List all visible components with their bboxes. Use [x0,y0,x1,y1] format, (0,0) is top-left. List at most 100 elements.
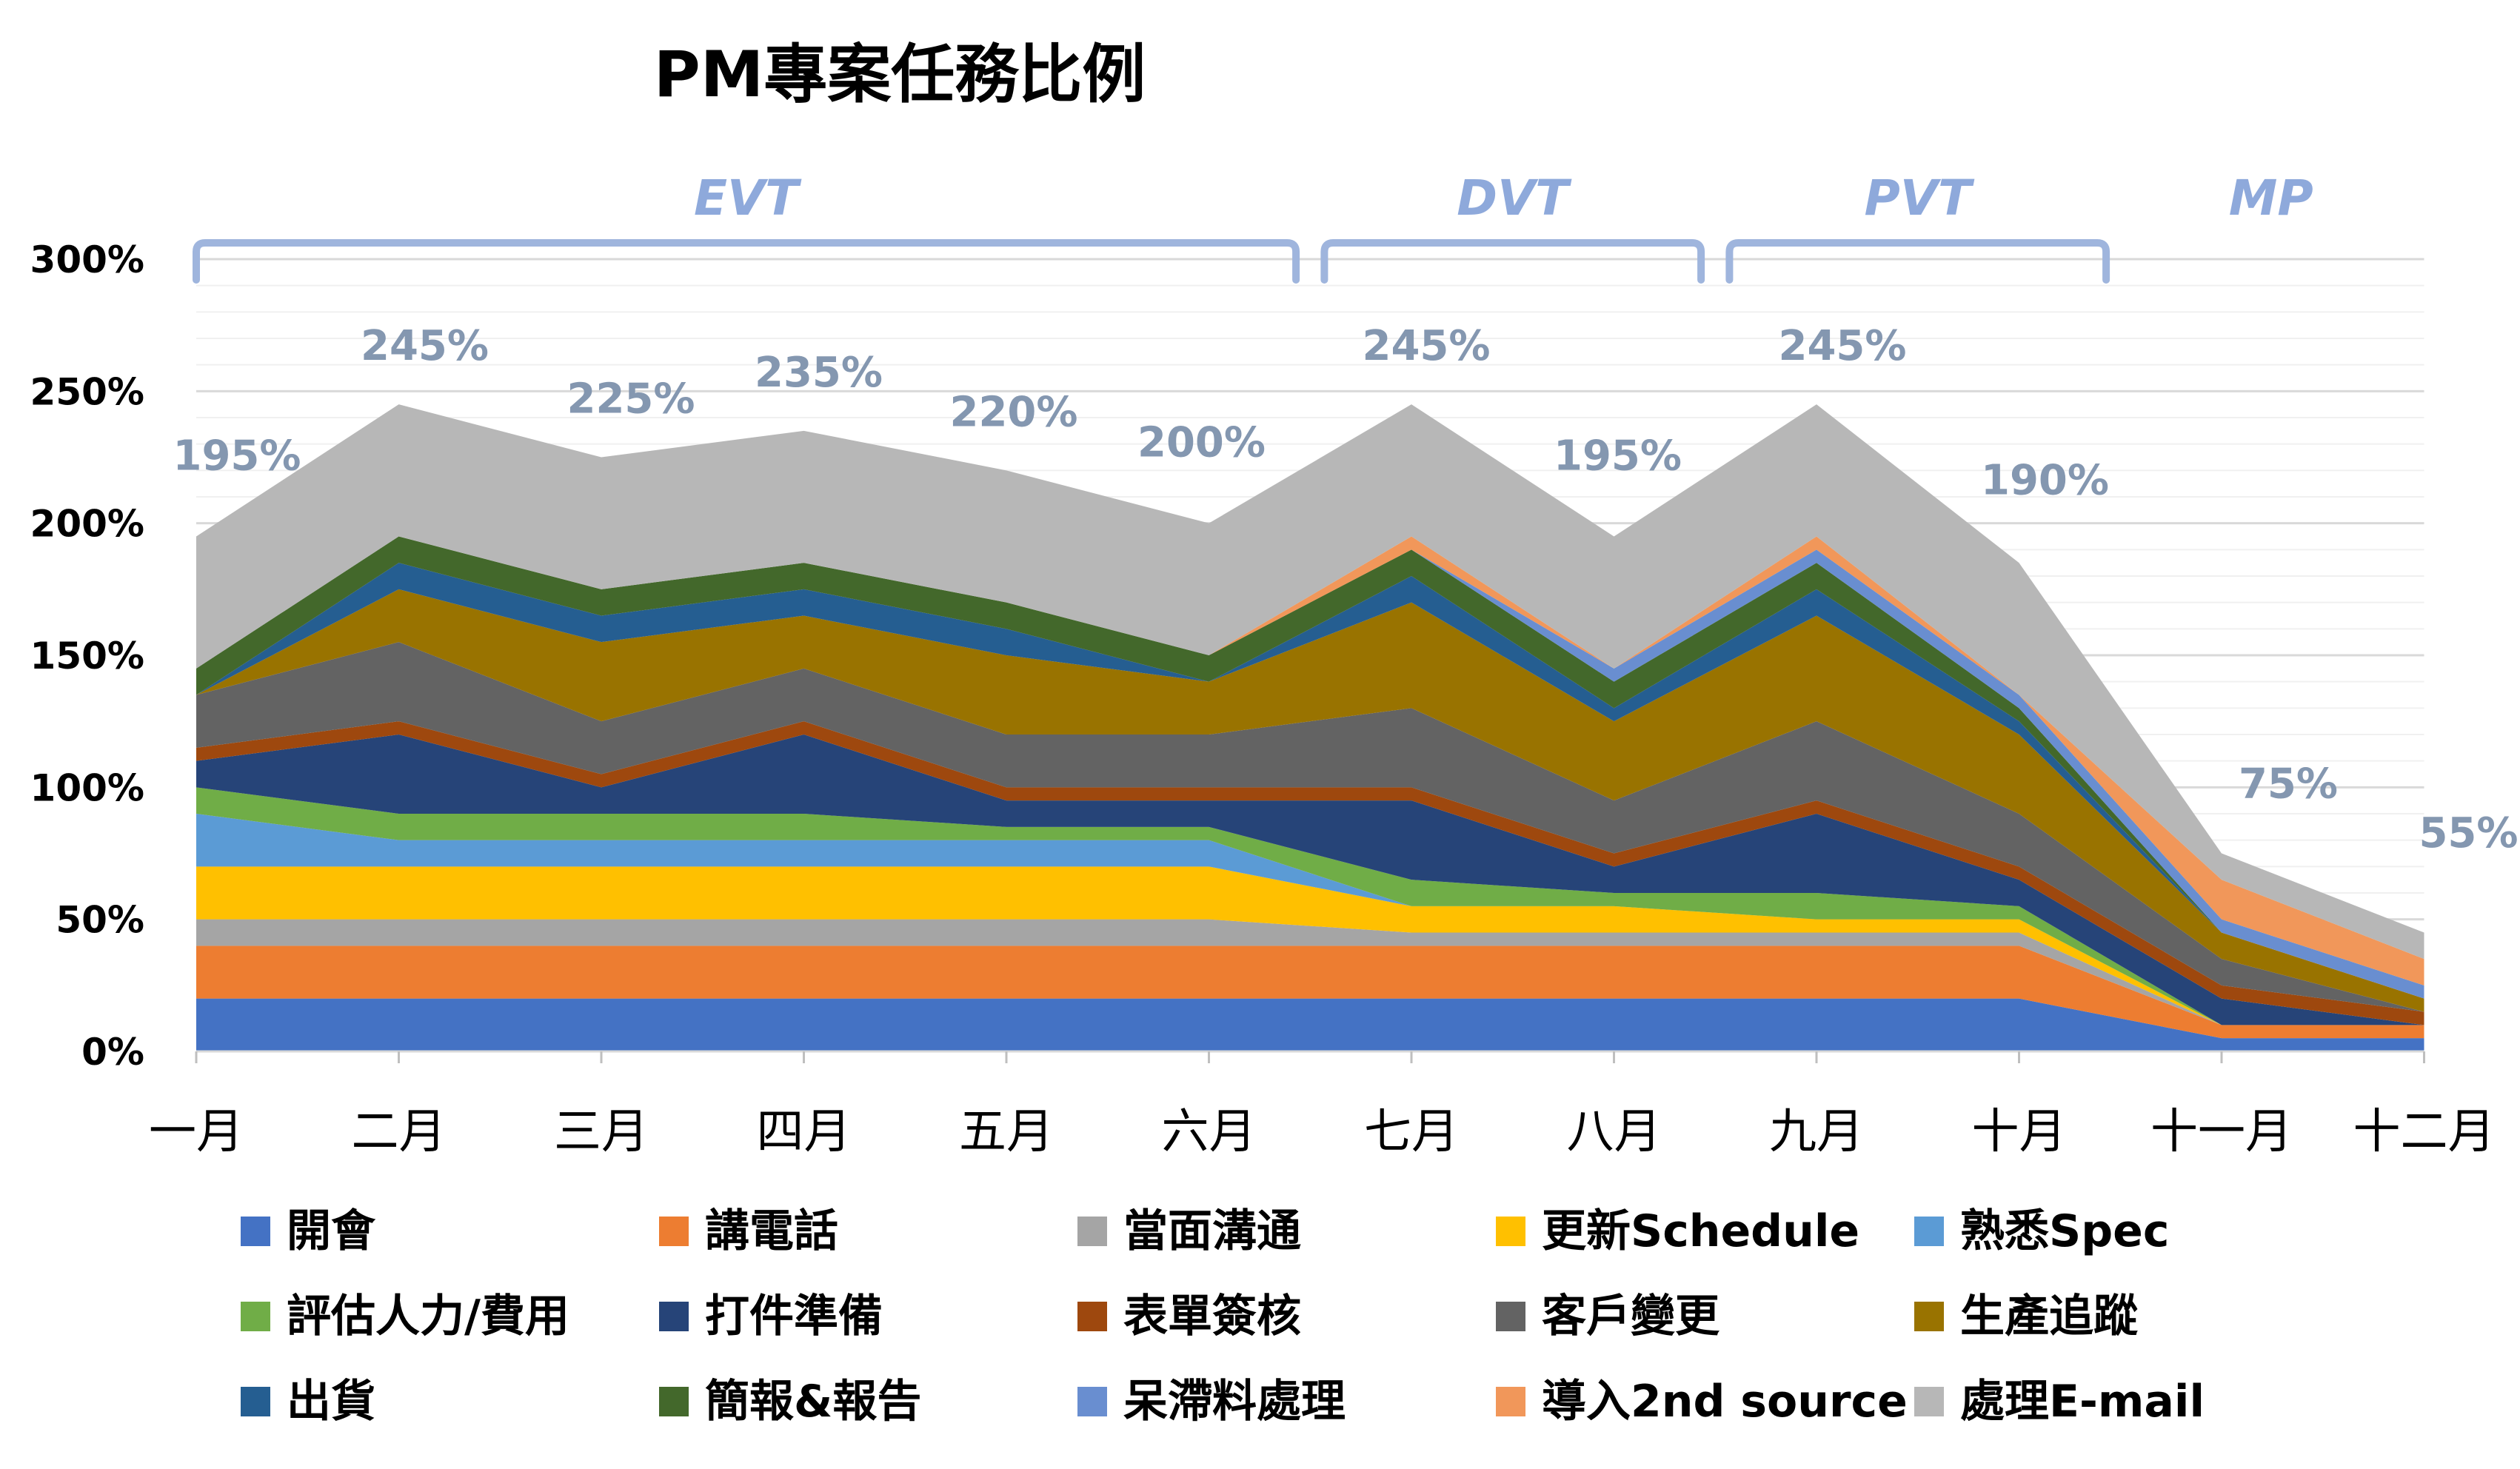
legend-label: 開會 [287,1205,376,1257]
legend-label: 出貨 [287,1376,375,1428]
legend-item[interactable]: 打件準備 [659,1291,883,1342]
legend-item[interactable]: 出貨 [241,1376,375,1428]
legend-item[interactable]: 處理E-mail [1914,1376,2205,1428]
total-labels: 195% 245% 225% 235% 220% 200% 245% 195% 245% 190%… [173,322,2518,857]
legend-swatch [1496,1387,1525,1416]
phase-bracket [1320,239,1705,284]
legend-label: 處理E-mail [1960,1376,2205,1428]
total-label: 195% [1554,432,1682,481]
x-tick-label: 十一月 [2150,1105,2293,1160]
y-tick-label: 100% [30,766,144,809]
total-label: 75% [2239,760,2338,809]
phase-dvt: DVT [1320,170,1705,284]
area-series-2 [196,946,2424,1039]
legend-item[interactable]: 簡報&報告 [659,1376,921,1428]
x-tick-label: 八月 [1567,1105,1662,1160]
y-tick-label: 50% [56,899,144,942]
legend-label: 評估人力/費用 [287,1291,569,1342]
area-series [196,404,2424,1051]
legend-item[interactable]: 表單簽核 [1077,1291,1301,1342]
total-label: 190% [1981,456,2109,504]
y-tick-label: 150% [30,635,144,677]
y-axis: 0% 50% 100% 150% 200% 250% 300% [30,238,144,1074]
legend-swatch [659,1302,689,1331]
total-label: 55% [2419,809,2518,857]
legend-item[interactable]: 客戶變更 [1496,1291,1720,1342]
total-label: 235% [755,349,883,397]
y-tick-label: 0% [81,1031,144,1074]
legend[interactable]: 開會 講電話 當面溝通 更新Schedule 熟悉Spec 評估人力/費用 打件準備 表單簽核… [241,1205,2205,1428]
area-series-4 [196,866,2424,1025]
legend-swatch [1077,1387,1107,1416]
legend-item[interactable]: 生產追蹤 [1914,1291,2138,1342]
legend-label: 更新Schedule [1542,1205,1859,1257]
x-tick-label: 十二月 [2353,1105,2496,1160]
legend-swatch [1496,1217,1525,1246]
phase-label: PVT [1865,170,1975,227]
y-tick-label: 200% [30,503,144,546]
legend-swatch [1914,1387,1944,1416]
total-label: 200% [1137,419,1266,467]
x-tick-label: 六月 [1162,1105,1257,1160]
total-label: 225% [567,375,695,424]
legend-label: 簡報&報告 [705,1376,921,1428]
legend-swatch [1077,1302,1107,1331]
area-series-6 [196,787,2424,1025]
legend-swatch [1496,1302,1525,1331]
area-series-1 [196,998,2424,1051]
legend-swatch [1914,1217,1944,1246]
total-label: 220% [949,388,1077,436]
legend-item[interactable]: 講電話 [659,1205,838,1257]
x-tick-label: 三月 [554,1105,649,1160]
x-tick-label: 二月 [352,1105,447,1160]
legend-label: 講電話 [705,1205,838,1257]
legend-label: 當面溝通 [1123,1205,1301,1257]
area-series-10 [196,589,2424,1012]
legend-item[interactable]: 評估人力/費用 [241,1291,569,1342]
area-series-12 [196,536,2424,999]
phase-brackets: EVT DVT PVT MP [193,170,2313,284]
x-tick-label: 五月 [959,1105,1054,1160]
phase-label: EVT [694,170,802,227]
y-tick-label: 300% [30,238,144,281]
phase-pvt: PVT [1725,170,2110,284]
legend-label: 打件準備 [705,1291,883,1342]
legend-label: 生產追蹤 [1960,1291,2138,1342]
area-series-7 [196,734,2424,1025]
area-series-3 [196,919,2424,1025]
legend-label: 表單簽核 [1123,1291,1301,1342]
phase-bracket [193,239,1300,284]
legend-item[interactable]: 開會 [241,1205,376,1257]
legend-item[interactable]: 呆滯料處理 [1077,1376,1346,1428]
legend-label: 呆滯料處理 [1123,1376,1346,1428]
total-label: 245% [1362,322,1490,370]
legend-swatch [241,1387,270,1416]
legend-label: 導入2nd source [1542,1376,1908,1428]
chart-title: PM專案任務比例 [654,38,1146,112]
legend-swatch [1077,1217,1107,1246]
legend-swatch [659,1387,689,1416]
total-label: 245% [361,322,489,370]
phase-mp: MP [2229,170,2313,227]
area-series-15 [196,404,2424,960]
legend-item[interactable]: 熟悉Spec [1914,1205,2169,1257]
legend-swatch [241,1302,270,1331]
phase-bracket [1725,239,2110,284]
legend-item[interactable]: 導入2nd source [1496,1376,1908,1428]
x-tick-label: 九月 [1769,1105,1864,1160]
x-tick-label: 七月 [1364,1105,1459,1160]
legend-label: 熟悉Spec [1960,1205,2169,1257]
legend-swatch [659,1217,689,1246]
legend-item[interactable]: 當面溝通 [1077,1205,1301,1257]
legend-item[interactable]: 更新Schedule [1496,1205,1859,1257]
phase-label: DVT [1457,170,1572,227]
phase-evt: EVT [193,170,1300,284]
total-label: 195% [173,432,301,481]
legend-swatch [241,1217,270,1246]
area-series-9 [196,642,2424,1012]
x-tick-label: 十月 [1972,1105,2067,1160]
x-tick-label: 一月 [149,1105,244,1160]
legend-label: 客戶變更 [1542,1291,1720,1342]
total-label: 245% [1778,322,1906,370]
